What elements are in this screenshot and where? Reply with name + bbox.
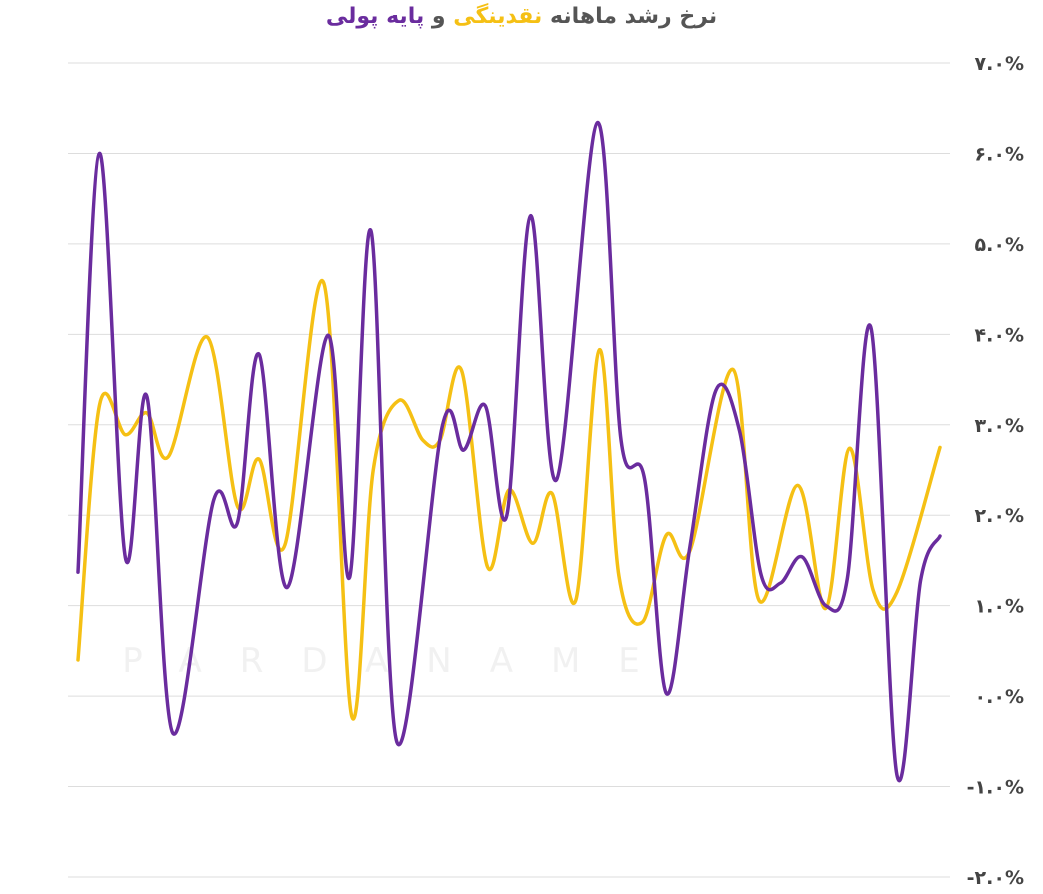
watermark: PARDANAME	[122, 641, 678, 681]
title-part: نقدینگی	[453, 4, 543, 29]
y-tick-label: ۵.۰%	[975, 234, 1024, 256]
series-line	[76, 120, 942, 783]
chart-title: نرخ رشد ماهانه نقدینگی و پایه پولی	[0, 4, 1043, 29]
y-tick-label: -۲.۰%	[967, 867, 1024, 889]
y-tick-label: ۴.۰%	[975, 324, 1024, 346]
y-tick-label: ۶.۰%	[975, 143, 1024, 165]
title-part: و	[424, 4, 454, 29]
title-part: پایه پولی	[325, 4, 425, 29]
y-tick-label: ۱.۰%	[975, 596, 1024, 618]
y-tick-label: ۰.۰%	[975, 686, 1024, 708]
series-line	[76, 278, 942, 721]
y-tick-label: ۲.۰%	[975, 505, 1024, 527]
title-part: نرخ رشد ماهانه	[542, 4, 718, 29]
y-tick-label: ۷.۰%	[975, 53, 1024, 75]
y-tick-label: ۳.۰%	[975, 415, 1024, 437]
y-tick-label: -۱.۰%	[967, 777, 1024, 799]
